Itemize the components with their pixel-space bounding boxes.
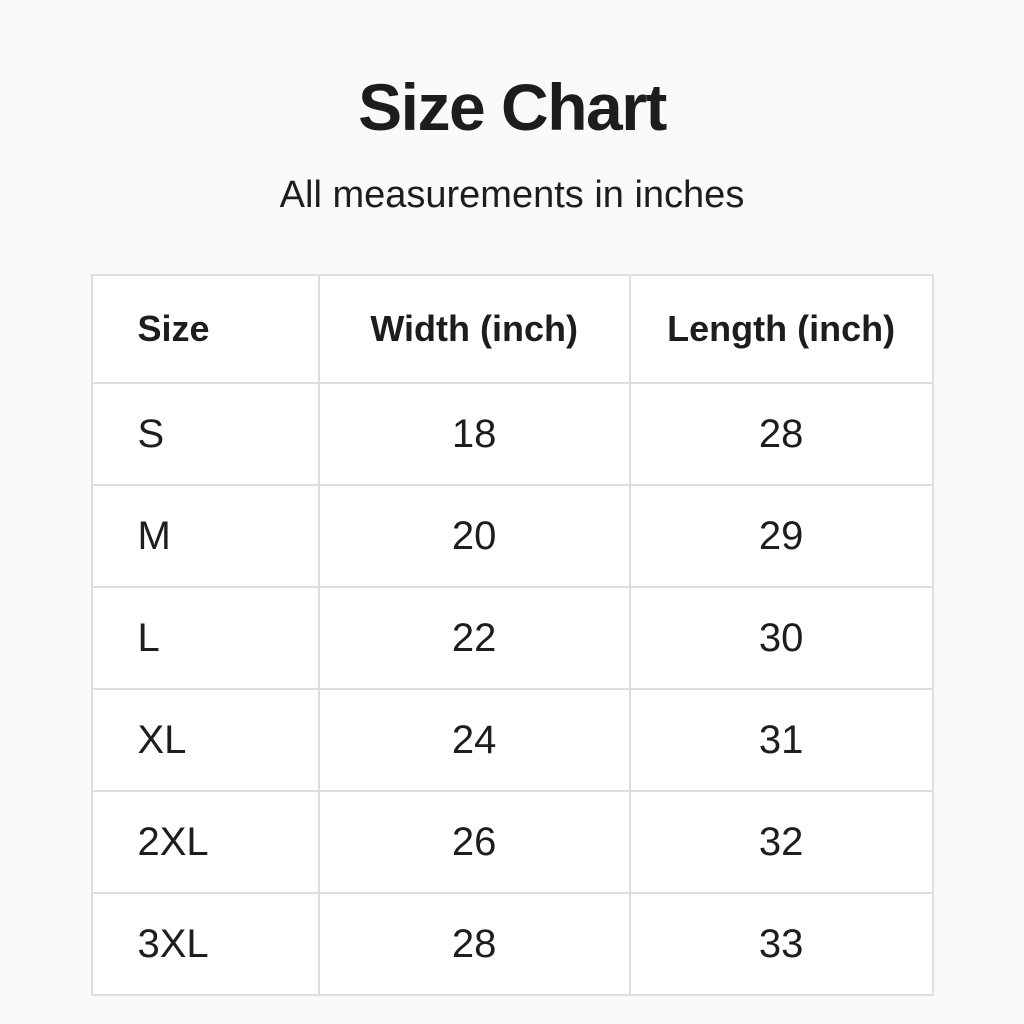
width-cell: 18	[317, 382, 631, 486]
length-cell: 30	[628, 586, 934, 690]
page-title: Size Chart	[358, 70, 667, 144]
length-cell: 31	[628, 688, 934, 792]
size-cell: 3XL	[90, 892, 320, 996]
size-table: Size Width (inch) Length (inch) S 18 28 M 20 29…	[90, 274, 934, 996]
table-row: 3XL 28 33	[90, 892, 934, 996]
size-cell: S	[90, 382, 320, 486]
size-cell: M	[90, 484, 320, 588]
size-cell: L	[90, 586, 320, 690]
table-row: 2XL 26 32	[90, 790, 934, 894]
length-cell: 32	[628, 790, 934, 894]
length-cell: 28	[628, 382, 934, 486]
width-cell: 20	[317, 484, 631, 588]
column-header-width-inch: Width (inch)	[317, 274, 631, 384]
column-header-length-inch: Length (inch)	[628, 274, 934, 384]
table-row: M 20 29	[90, 484, 934, 588]
page-subtitle: All measurements in inches	[279, 174, 745, 216]
length-cell: 33	[628, 892, 934, 996]
width-cell: 22	[317, 586, 631, 690]
width-cell: 26	[317, 790, 631, 894]
width-cell: 28	[317, 892, 631, 996]
table-body: S 18 28 M 20 29 L 22 30 XL 24 31 2XL 26 32 3XL 28 33	[90, 382, 934, 996]
table-row: L 22 30	[90, 586, 934, 690]
size-cell: XL	[90, 688, 320, 792]
column-header-size: Size	[90, 274, 320, 384]
table-row: XL 24 31	[90, 688, 934, 792]
width-cell: 24	[317, 688, 631, 792]
size-cell: 2XL	[90, 790, 320, 894]
table-head-row: Size Width (inch) Length (inch)	[90, 274, 934, 384]
length-cell: 29	[628, 484, 934, 588]
table-row: S 18 28	[90, 382, 934, 486]
